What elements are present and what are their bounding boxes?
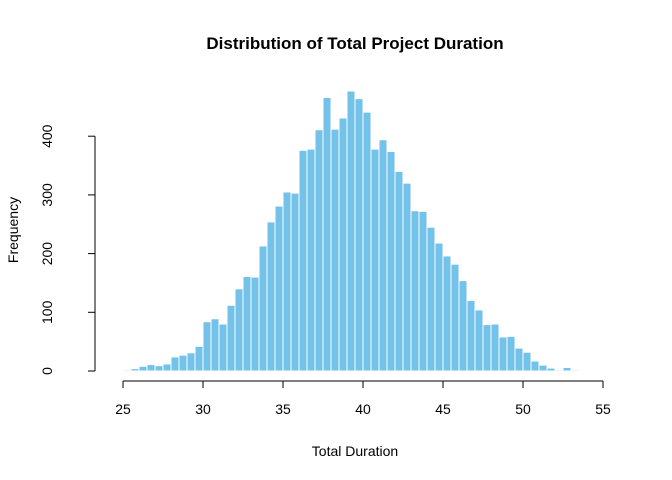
- histogram-bar: [306, 148, 316, 372]
- histogram-bar: [210, 318, 220, 372]
- histogram-bar: [186, 352, 196, 372]
- histogram-bar: [370, 148, 380, 372]
- histogram-bar: [402, 182, 412, 372]
- x-tick-label: 25: [115, 401, 131, 417]
- histogram-bar: [378, 139, 388, 372]
- histogram-bar: [506, 335, 516, 372]
- histogram-bar: [354, 98, 364, 372]
- histogram-bar: [282, 191, 292, 372]
- chart-title: Distribution of Total Project Duration: [206, 34, 503, 53]
- y-tick-label: 400: [39, 124, 55, 148]
- histogram-bar: [458, 280, 468, 372]
- histogram-bar: [122, 369, 132, 372]
- histogram-bar: [410, 210, 420, 372]
- histogram-bar: [138, 365, 148, 372]
- x-tick-label: 30: [195, 401, 211, 417]
- x-tick-label: 50: [515, 401, 531, 417]
- x-tick-label: 45: [435, 401, 451, 417]
- histogram-bar: [482, 324, 492, 372]
- y-axis: 0 100 200 300 400: [39, 124, 96, 375]
- histogram-bar: [274, 205, 284, 372]
- histogram-bar: [298, 149, 308, 372]
- histogram-bar: [162, 363, 172, 372]
- histogram-bar: [570, 369, 580, 372]
- y-tick-label: 200: [39, 242, 55, 266]
- histogram-bar: [490, 323, 500, 372]
- histogram-bar: [474, 309, 484, 372]
- histogram-bar: [442, 255, 452, 372]
- histogram-bar: [346, 90, 356, 372]
- x-axis-label: Total Duration: [312, 443, 398, 459]
- y-tick-label: 0: [39, 367, 55, 375]
- x-tick-label: 35: [275, 401, 291, 417]
- histogram-bar: [154, 365, 164, 372]
- x-tick-label: 55: [595, 401, 611, 417]
- histogram-bar: [538, 364, 548, 372]
- histogram-bar: [250, 276, 260, 372]
- histogram-bar: [394, 170, 404, 372]
- y-tick-label: 100: [39, 300, 55, 324]
- histogram-bar: [218, 323, 228, 372]
- histogram-bar: [450, 263, 460, 372]
- histogram-bar: [530, 360, 540, 372]
- histogram-bar: [226, 304, 236, 372]
- histogram-bar: [426, 226, 436, 372]
- histogram-bar: [514, 347, 524, 372]
- histogram-bar: [234, 288, 244, 372]
- histogram-bar: [522, 351, 532, 372]
- histogram-bar: [322, 96, 332, 372]
- histogram-bar: [314, 129, 324, 372]
- histogram-bar: [338, 117, 348, 372]
- x-axis: 25 30 35 40 45 50 55: [115, 380, 611, 417]
- histogram-bar: [170, 356, 180, 372]
- histogram-bar: [362, 111, 372, 372]
- histogram-bar: [466, 300, 476, 372]
- histogram-bar: [202, 321, 212, 372]
- y-axis-label: Frequency: [5, 197, 21, 263]
- histogram-bar: [562, 366, 572, 372]
- y-tick-label: 300: [39, 183, 55, 207]
- histogram-bar: [418, 210, 428, 372]
- histogram-bar: [258, 245, 268, 372]
- histogram-bar: [386, 150, 396, 372]
- histogram-bar: [194, 345, 204, 372]
- histogram-bar: [178, 354, 188, 372]
- x-tick-label: 40: [355, 401, 371, 417]
- histogram-bar: [330, 128, 340, 372]
- bars-group: [114, 90, 580, 372]
- histogram-bar: [498, 336, 508, 372]
- histogram-bar: [290, 192, 300, 372]
- histogram-bar: [554, 369, 564, 372]
- histogram-bar: [266, 221, 276, 372]
- histogram-bar: [546, 367, 556, 372]
- histogram-bar: [146, 364, 156, 372]
- histogram-bar: [114, 369, 124, 372]
- histogram-bar: [242, 275, 252, 372]
- histogram-bar: [434, 242, 444, 372]
- histogram-bar: [130, 368, 140, 372]
